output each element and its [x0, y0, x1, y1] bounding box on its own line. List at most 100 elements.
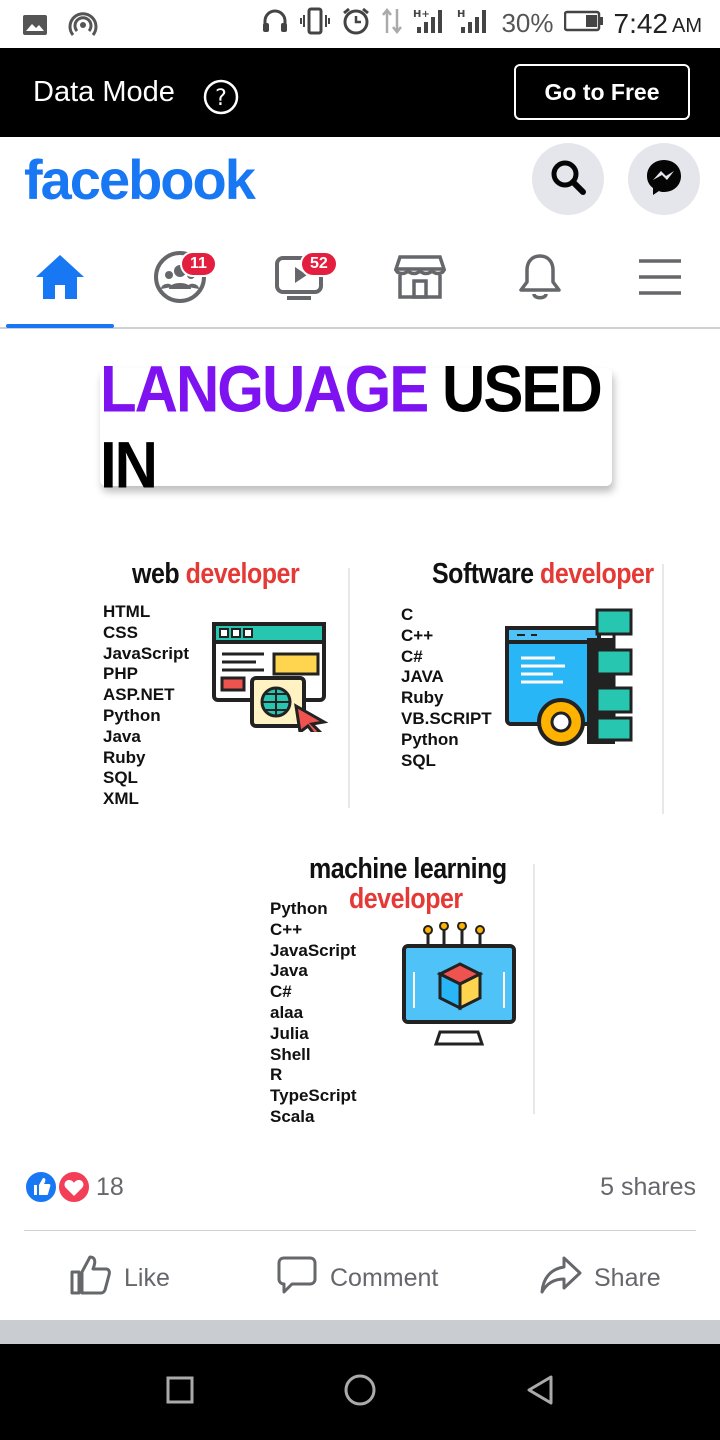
reaction-count: 18 [96, 1173, 124, 1201]
tab-marketplace[interactable] [360, 229, 480, 329]
square-icon [166, 1376, 194, 1409]
ml-language-item: alaa [270, 1002, 304, 1022]
web-language-item: PHP [103, 664, 138, 684]
ml-language-item: Shell [270, 1044, 311, 1064]
software-language-item: Ruby [401, 688, 444, 708]
software-language-item: C [401, 605, 414, 624]
software-language-item: C# [401, 646, 423, 666]
software-window-icon [505, 608, 641, 751]
image-banner: LANGUAGE USED IN [100, 352, 612, 502]
comment-icon [276, 1255, 318, 1302]
ml-language-list: Python C++ JavaScript Java C# alaa Julia Shell R… [270, 899, 357, 1128]
go-to-free-button[interactable]: Go to Free [514, 64, 690, 120]
tab-watch[interactable]: 52 [240, 229, 360, 329]
ml-language-item: Scala [270, 1106, 315, 1126]
facebook-logo[interactable]: facebook [24, 148, 256, 211]
post-actions: Like Comment Share [0, 1240, 720, 1316]
battery-percent: 30% [501, 8, 554, 38]
divider [24, 1230, 696, 1231]
web-language-item: Python [103, 705, 161, 725]
back-triangle-icon [525, 1374, 555, 1411]
ml-language-item: Java [270, 961, 308, 981]
search-button[interactable] [532, 143, 604, 215]
data-mode-title: Data Mode [33, 76, 175, 108]
software-language-list: C C++ C# JAVA Ruby VB.SCRIPT Python SQL [401, 605, 492, 771]
web-language-list: HTML CSS JavaScript PHP ASP.NET Python Java Rub… [103, 602, 189, 810]
clock-ampm: AM [672, 15, 702, 37]
vibrate-icon [299, 7, 331, 40]
signal-hplus-icon: H+ [413, 7, 447, 40]
web-language-item: SQL [103, 768, 138, 788]
post-image[interactable]: LANGUAGE USED IN web developer HTML CSS Ja… [0, 330, 720, 1150]
watch-badge: 52 [300, 251, 338, 277]
battery-icon [563, 10, 604, 37]
ml-developer-title-line1: machine learning [309, 852, 507, 886]
browser-window-icon [212, 622, 330, 737]
software-title-part2: developer [540, 557, 654, 591]
ml-language-item: R [270, 1065, 283, 1085]
messenger-button[interactable] [628, 143, 700, 215]
active-tab-indicator [6, 324, 114, 328]
reactions-row[interactable]: 18 5 shares [24, 1168, 696, 1208]
svg-text:H+: H+ [413, 9, 430, 20]
home-system-button[interactable] [340, 1372, 380, 1412]
web-language-item: HTML [103, 602, 151, 621]
friends-badge: 11 [180, 251, 217, 277]
svg-text:?: ? [215, 86, 227, 111]
marketplace-icon [393, 253, 447, 306]
recents-button[interactable] [160, 1372, 200, 1412]
search-icon [548, 157, 588, 202]
thumbs-up-icon [70, 1255, 112, 1302]
banner-word-language: LANGUAGE [100, 352, 429, 426]
tab-menu[interactable] [600, 229, 720, 329]
tab-friends[interactable]: 11 [120, 229, 240, 329]
software-language-item: VB.SCRIPT [401, 708, 492, 728]
svg-text:H: H [457, 9, 465, 20]
back-button[interactable] [520, 1372, 560, 1412]
help-icon[interactable]: ? [202, 78, 240, 121]
comment-button[interactable]: Comment [276, 1240, 438, 1316]
tab-home[interactable] [0, 229, 120, 329]
hotspot-icon [68, 10, 98, 45]
web-title-part1: web [132, 557, 180, 591]
ml-language-item: JavaScript [270, 940, 356, 960]
web-language-item: ASP.NET [103, 685, 175, 705]
hamburger-menu-icon [637, 257, 683, 302]
web-language-item: Java [103, 726, 141, 746]
software-developer-title: Software developer [432, 558, 654, 591]
status-bar: H+ H 30% 7:42 AM [0, 0, 720, 48]
home-icon [34, 253, 86, 306]
column-divider-right [662, 564, 664, 814]
column-divider [348, 568, 350, 808]
reaction-icons [24, 1170, 94, 1204]
banner-word-used-in: USED IN [100, 352, 603, 502]
software-language-item: C++ [401, 625, 434, 645]
feed-separator [0, 1320, 720, 1344]
data-arrows-icon [381, 7, 403, 40]
comment-label: Comment [330, 1263, 439, 1292]
web-language-item: CSS [103, 622, 138, 642]
ml-language-item: Python [270, 899, 328, 918]
tab-notifications[interactable] [480, 229, 600, 329]
ml-developer-title-line2: developer [349, 883, 463, 916]
ml-title-part2: developer [349, 882, 463, 916]
ml-language-item: TypeScript [270, 1086, 357, 1106]
gallery-icon [22, 14, 48, 41]
share-label: Share [594, 1263, 661, 1292]
software-language-item: Python [401, 729, 459, 749]
ml-language-item: C++ [270, 919, 303, 939]
web-language-item: Ruby [103, 747, 146, 767]
share-button[interactable]: Share [540, 1240, 661, 1316]
ml-language-item: Julia [270, 1023, 309, 1043]
ml-language-item: C# [270, 982, 292, 1002]
ml-divider [533, 864, 535, 1114]
circle-icon [343, 1373, 377, 1412]
headphones-icon [261, 7, 289, 40]
like-button[interactable]: Like [70, 1240, 170, 1316]
share-count[interactable]: 5 shares [600, 1173, 696, 1201]
software-title-part1: Software [432, 557, 534, 591]
web-language-item: JavaScript [103, 643, 189, 663]
bell-icon [517, 252, 563, 307]
software-language-item: SQL [401, 750, 436, 770]
data-mode-bar: Data Mode ? [0, 48, 720, 137]
